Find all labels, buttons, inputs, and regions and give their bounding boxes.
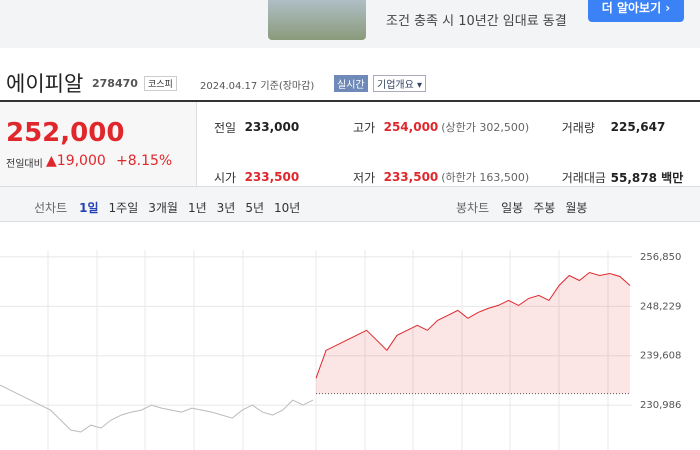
tab[interactable]: 5년 — [245, 201, 265, 215]
banner: 조건 충족 시 10년간 임대료 동결 더 알아보기 › — [0, 0, 700, 48]
change-value: 19,000 — [56, 153, 106, 169]
quote-label: 거래대금 — [561, 170, 606, 185]
value: 254,000 — [383, 120, 439, 134]
stock-code: 278470 — [92, 77, 138, 90]
line-tabs: 선차트 1일 1주일 3개월 1년 3년 5년 10년 — [34, 197, 310, 216]
quote-label: 고가 — [353, 120, 376, 135]
quote-row: 시가 233,500 저가 233,500 (하한가 163,500) 거래대금 55,87… — [200, 152, 700, 202]
quote-value: 254,000 (상한가 302,500) — [384, 102, 548, 152]
tab[interactable]: 1주일 — [108, 201, 139, 215]
tab[interactable]: 1일 — [79, 201, 99, 215]
banner-text: 조건 충족 시 10년간 임대료 동결 — [386, 14, 567, 29]
tab[interactable]: 주봉 — [533, 201, 556, 215]
quote-row: 전일 233,000 고가 254,000 (상한가 302,500) 거래량 225,64… — [200, 102, 700, 152]
quote-table: 전일 233,000 고가 254,000 (상한가 302,500) 거래량 225,64… — [200, 102, 700, 202]
quote-value: 225,647 — [611, 102, 700, 152]
area — [316, 272, 630, 394]
tab[interactable]: 3년 — [216, 201, 236, 215]
realtime-button[interactable]: 실시간 — [334, 75, 368, 92]
tabs: 선차트 1일 1주일 3개월 1년 3년 5년 10년 봉차트 일봉 주봉 월봉 — [0, 186, 700, 222]
company-button[interactable]: 기업개요 ▾ — [373, 75, 426, 92]
quote-label: 거래량 — [561, 120, 595, 135]
divider — [0, 100, 700, 102]
quote-label: 전일 — [214, 120, 237, 135]
market: 코스피 — [144, 76, 177, 91]
price-line — [315, 271, 631, 379]
tab-label: 선차트 — [34, 201, 68, 215]
y-tick-label: 256,850 — [640, 252, 681, 263]
y-tick-label: 239,608 — [640, 351, 681, 362]
tab-label: 봉차트 — [456, 201, 490, 215]
limit: (상한가 302,500) — [441, 121, 530, 134]
date: 2024.04.17 기준(장마감) — [200, 81, 315, 92]
change-label: 전일대비 — [6, 159, 43, 170]
banner-image — [268, 0, 366, 40]
change: ▲19,000 — [46, 153, 106, 169]
tab[interactable]: 10년 — [274, 201, 301, 215]
y-tick-label: 248,229 — [640, 301, 681, 312]
value: 233,500 — [244, 170, 300, 184]
quote-value: 233,000 — [245, 102, 339, 152]
tab[interactable]: 월봉 — [565, 201, 588, 215]
y-tick-label: 230,986 — [640, 400, 681, 411]
value: 233,000 — [244, 120, 300, 134]
value: 225,647 — [610, 120, 666, 134]
rate: +8.15% — [116, 153, 173, 169]
price-line — [0, 384, 314, 433]
candle-tabs: 봉차트 일봉 주봉 월봉 — [456, 197, 597, 216]
tab[interactable]: 3개월 — [148, 201, 178, 215]
quote-value: 233,500 (하한가 163,500) — [384, 152, 548, 202]
price: 252,000 — [6, 118, 125, 148]
value: 55,878 백만 — [610, 170, 684, 185]
tab[interactable]: 일봉 — [501, 201, 524, 215]
quote-label: 시가 — [214, 170, 237, 185]
stock-name: 에이피알 — [6, 72, 84, 96]
limit: (하한가 163,500) — [441, 171, 530, 184]
quote-value: 55,878 백만 — [611, 152, 700, 202]
value: 233,500 — [383, 170, 439, 184]
chart: 256,850 248,229 239,608 230,986 — [0, 250, 681, 450]
tab[interactable]: 1년 — [187, 201, 207, 215]
quote-label: 저가 — [353, 170, 376, 185]
price-box: 252,000 전일대비 ▲19,000 +8.15% — [0, 102, 197, 186]
quote-value: 233,500 — [245, 152, 339, 202]
banner-button[interactable]: 더 알아보기 › — [588, 0, 684, 22]
